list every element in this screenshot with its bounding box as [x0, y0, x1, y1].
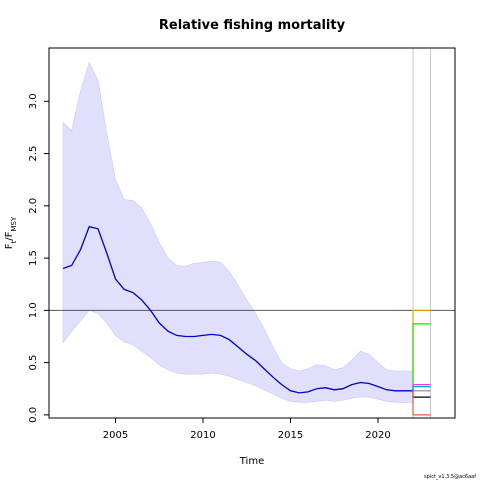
y-label-base: F: [4, 243, 15, 249]
chart-title: Relative fishing mortality: [159, 18, 346, 33]
y-tick-label-2.0: 2.0: [28, 198, 39, 214]
y-tick-label-0.0: 0.0: [28, 407, 39, 423]
y-tick-label-1.5: 1.5: [28, 250, 39, 266]
y-axis-label: Ft/FMSY: [4, 216, 18, 249]
scenario-line-6: [412, 390, 431, 398]
x-tick-label-2015: 2015: [278, 430, 303, 441]
x-axis-label: Time: [239, 456, 264, 467]
y-label-sub-msy: MSY: [10, 216, 18, 231]
y-tick-label-0.5: 0.5: [28, 355, 39, 371]
scenario-line-1: [412, 309, 431, 391]
x-axis: 2005 2010 2015 2020: [103, 418, 391, 441]
y-label-sub-t: t: [10, 240, 18, 243]
scenario-line-3: [412, 384, 431, 391]
scenario-line-2: [412, 323, 431, 391]
y-label-slash: /F: [4, 231, 15, 240]
y-tick-label-1.0: 1.0: [28, 302, 39, 318]
confidence-band: [62, 61, 414, 403]
y-tick-label-2.5: 2.5: [28, 146, 39, 162]
scenario-line-7: [412, 390, 431, 416]
plot-area: [48, 47, 456, 419]
y-axis: 0.0 0.5 1.0 1.5 2.0 2.5 3.0: [28, 93, 49, 423]
x-tick-label-2020: 2020: [365, 430, 390, 441]
scenario-line-4: [412, 386, 431, 391]
y-tick-label-3.0: 3.0: [28, 93, 39, 109]
x-tick-label-2010: 2010: [190, 430, 215, 441]
plot-frame: [48, 47, 456, 419]
x-tick-label-2005: 2005: [103, 430, 128, 441]
estimate-line: [62, 225, 413, 394]
credit-text: spict_v1.3.5@ac6aaf: [424, 474, 476, 480]
